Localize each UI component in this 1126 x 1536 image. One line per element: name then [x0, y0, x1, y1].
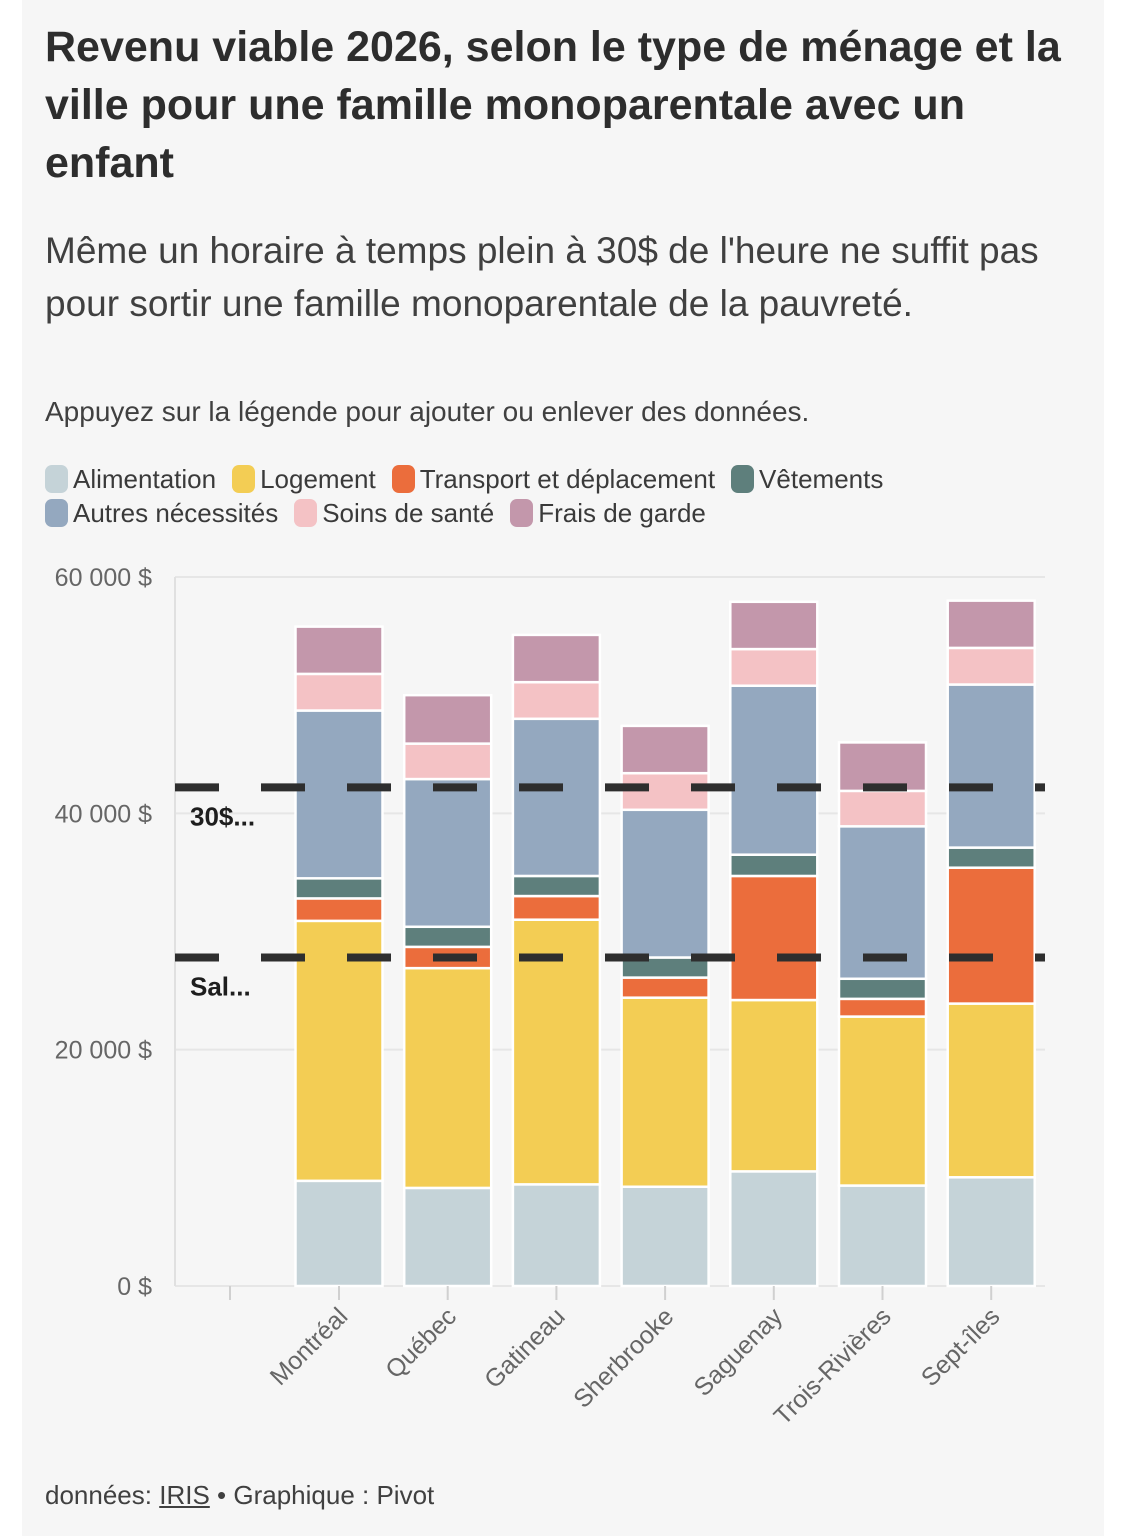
- legend-swatch-alimentation: [45, 465, 68, 493]
- legend-row-1: Alimentation Logement Transport et dépla…: [45, 462, 1085, 496]
- footer-credit: Graphique : Pivot: [233, 1480, 435, 1510]
- bar-segment: [837, 997, 928, 1018]
- bar-segment: [294, 919, 384, 1183]
- legend-swatch-frais-de-garde: [510, 499, 534, 527]
- source-link[interactable]: IRIS: [159, 1480, 210, 1510]
- bar-segment: [620, 771, 710, 812]
- bar-segment: [946, 1176, 1036, 1288]
- legend-swatch-logement: [232, 465, 256, 493]
- legend-label-soins-de-sante: Soins de santé: [322, 498, 495, 528]
- bar-segment: [620, 724, 710, 775]
- bar-segment: [294, 672, 384, 712]
- chart-area: 0 $ 20 000 $ 40 000 $ 60 000 $ Montréal Québe…: [0, 550, 1126, 1450]
- legend-item-transport[interactable]: Transport et déplacement: [391, 462, 716, 496]
- bar-segment: [946, 599, 1036, 650]
- bar-segment: [946, 866, 1036, 1005]
- bar-segment: [837, 789, 928, 828]
- legend-swatch-vetements: [731, 465, 755, 493]
- legend-item-logement[interactable]: Logement: [232, 462, 376, 496]
- bar-segment: [946, 646, 1036, 686]
- y-tick-label: 0 $: [117, 1273, 152, 1301]
- bar-segment: [294, 897, 384, 923]
- legend: Alimentation Logement Transport et dépla…: [45, 462, 1085, 530]
- bar-segment: [294, 625, 384, 676]
- reference-line-label: 30$...: [190, 801, 255, 831]
- footer-separator: •: [209, 1480, 234, 1510]
- bar-segment: [294, 1179, 384, 1288]
- bar-segment: [402, 925, 493, 949]
- legend-item-vetements[interactable]: Vêtements: [731, 462, 883, 496]
- legend-item-soins-de-sante[interactable]: Soins de santé: [294, 496, 494, 530]
- footer: données: IRIS • Graphique : Pivot: [45, 1480, 434, 1511]
- legend-item-alimentation[interactable]: Alimentation: [45, 462, 216, 496]
- legend-instruction: Appuyez sur la légende pour ajouter ou e…: [45, 396, 810, 427]
- bar-segment: [511, 874, 602, 898]
- legend-swatch-soins-de-sante: [294, 499, 318, 527]
- legend-swatch-transport: [391, 465, 415, 493]
- bar-segment: [946, 1002, 1036, 1179]
- bar-segment: [294, 709, 384, 880]
- legend-label-autres-necessites: Autres nécessités: [73, 498, 279, 528]
- bar-segment: [729, 853, 819, 878]
- legend-label-transport: Transport et déplacement: [419, 464, 716, 494]
- bar-segment: [402, 966, 493, 1190]
- bar-segment: [620, 976, 710, 999]
- legend-label-frais-de-garde: Frais de garde: [538, 498, 706, 528]
- bar-segment: [946, 846, 1036, 869]
- x-tick-label: Trois-Rivières: [769, 1302, 897, 1430]
- legend-label-alimentation: Alimentation: [73, 464, 217, 494]
- legend-item-frais-de-garde[interactable]: Frais de garde: [510, 496, 706, 530]
- x-tick-label: Sherbrooke: [568, 1302, 679, 1413]
- legend-swatch-autres-necessites: [45, 499, 68, 527]
- y-tick-label: 40 000 $: [55, 800, 152, 828]
- bar-segment: [511, 680, 602, 721]
- bar-segment: [511, 894, 602, 921]
- x-tick-label: Saguenay: [689, 1302, 789, 1402]
- bar-segment: [837, 1015, 928, 1187]
- stacked-bar-chart: 0 $ 20 000 $ 40 000 $ 60 000 $ Montréal Québe…: [55, 564, 1045, 1431]
- bar-segment: [620, 808, 710, 959]
- bar-segment: [729, 1170, 819, 1288]
- bar-segment: [511, 918, 602, 1186]
- bar-segment: [729, 600, 819, 651]
- reference-line-label: Sal...: [190, 971, 251, 1001]
- x-tick-label: Québec: [380, 1302, 462, 1384]
- legend-label-logement: Logement: [260, 464, 376, 494]
- bar-segment: [837, 825, 928, 981]
- x-tick-label: Gatineau: [479, 1302, 571, 1394]
- chart-subtitle: Même un horaire à temps plein à 30$ de l…: [45, 230, 1039, 324]
- bar-segment: [729, 874, 819, 1002]
- bar-segment: [402, 742, 493, 781]
- bar-segment: [946, 683, 1036, 849]
- bar-segment: [402, 777, 493, 929]
- bar-segment: [729, 998, 819, 1173]
- y-tick-label: 20 000 $: [55, 1037, 152, 1065]
- legend-row-2: Autres nécessités Soins de santé Frais d…: [45, 496, 1085, 530]
- bar-segment: [402, 693, 493, 745]
- bar-segment: [837, 1184, 928, 1288]
- bar-segment: [837, 741, 928, 793]
- bar-segment: [729, 684, 819, 856]
- bar-segment: [511, 717, 602, 878]
- bar-segment: [837, 977, 928, 1001]
- bar-segment: [402, 1186, 493, 1288]
- chart-title: Revenu viable 2026, selon le type de mén…: [45, 23, 1061, 187]
- footer-prefix: données:: [45, 1480, 160, 1510]
- legend-label-vetements: Vêtements: [759, 464, 884, 494]
- x-tick-label: Sept-îles: [916, 1302, 1006, 1392]
- bar-segment: [729, 647, 819, 687]
- bar-segment: [620, 1185, 710, 1288]
- y-tick-label: 60 000 $: [55, 564, 152, 592]
- bar-segment: [511, 633, 602, 684]
- x-tick-label: Montréal: [265, 1302, 354, 1391]
- bar-segment: [294, 877, 384, 900]
- legend-item-autres-necessites[interactable]: Autres nécessités: [45, 496, 278, 530]
- bar-segment: [511, 1183, 602, 1288]
- bar-segment: [620, 996, 710, 1188]
